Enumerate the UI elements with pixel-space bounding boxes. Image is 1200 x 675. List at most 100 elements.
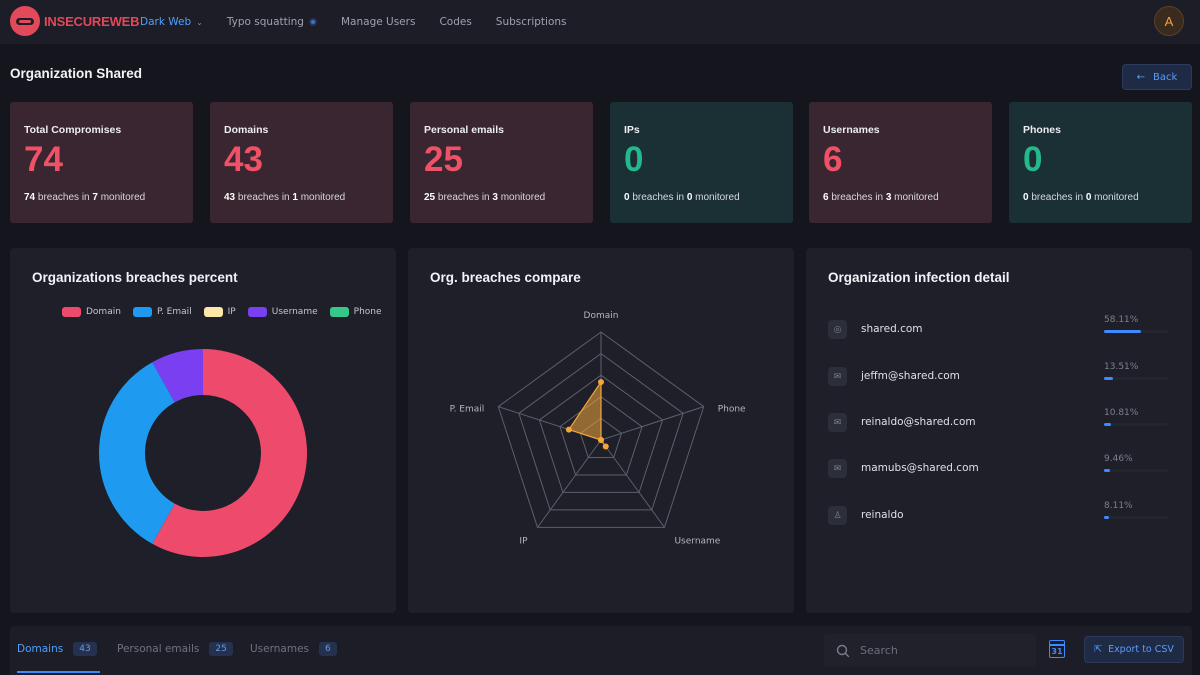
legend-item-email[interactable]: P. Email xyxy=(132,307,192,317)
stat-label: Phones xyxy=(1023,124,1061,136)
mail-icon: ✉ xyxy=(828,459,847,478)
stat-value: 6 xyxy=(823,140,843,179)
radar-point-ip[interactable] xyxy=(598,437,604,443)
brand-logo[interactable]: INSECUREWEB xyxy=(10,6,140,36)
back-button-label: Back xyxy=(1153,71,1178,83)
tab-domains[interactable]: Domains 43 xyxy=(17,642,100,673)
radar-grid-ring xyxy=(497,331,705,528)
legend-swatch xyxy=(132,307,152,317)
radar-axis xyxy=(600,439,665,528)
tab-label: Domains xyxy=(17,643,64,655)
legend-item-username[interactable]: Username xyxy=(247,307,318,317)
breaches-compare-panel: Org. breaches compare Domain Phone Usernam… xyxy=(408,248,794,613)
new-badge-icon xyxy=(308,18,317,26)
nav-manage-users[interactable]: Manage Users xyxy=(340,16,416,28)
nav-typo-squatting-label: Typo squatting xyxy=(226,16,304,28)
breaches-percent-panel: Organizations breaches percent Domain P.… xyxy=(10,248,396,613)
tab-label: Personal emails xyxy=(117,643,200,655)
stat-subtext: 43 breaches in 1 monitored xyxy=(224,192,346,203)
search-input[interactable] xyxy=(860,644,1030,657)
tab-count-badge: 6 xyxy=(319,642,337,656)
legend-label: IP xyxy=(227,307,236,317)
legend-item-domain[interactable]: Domain xyxy=(62,307,121,317)
stat-subtext: 74 breaches in 7 monitored xyxy=(24,192,146,203)
legend-label: P. Email xyxy=(156,307,192,317)
stat-value: 0 xyxy=(1023,140,1043,179)
infection-percent: 13.51% xyxy=(1104,362,1139,372)
infection-row[interactable]: ✉ jeffm@shared.com 13.51% xyxy=(828,362,1173,391)
infection-detail-panel: Organization infection detail ◎ shared.c… xyxy=(806,248,1192,613)
legend-swatch xyxy=(62,307,81,317)
infection-bar-fill xyxy=(1104,516,1110,519)
tab-count-badge: 43 xyxy=(73,642,97,656)
infection-row[interactable]: ♙ reinaldo 8.11% xyxy=(828,501,1173,530)
export-csv-button[interactable]: ⇱ Export to CSV xyxy=(1084,636,1184,663)
radar-axis xyxy=(600,406,704,441)
mail-icon: ✉ xyxy=(828,413,847,432)
user-avatar[interactable]: A xyxy=(1154,6,1184,36)
results-toolbar: Domains 43 Personal emails 25 Usernames … xyxy=(10,626,1192,675)
top-navbar: INSECUREWEB Dark Web ⌄ Typo squatting Ma… xyxy=(0,0,1200,44)
radar-axis-label: P. Email xyxy=(450,405,485,415)
calendar-icon[interactable]: 31 xyxy=(1049,640,1065,658)
nav-subscriptions[interactable]: Subscriptions xyxy=(495,16,567,28)
infection-bar-track xyxy=(1104,330,1168,333)
panel-title: Organizations breaches percent xyxy=(32,270,238,285)
stat-subtext: 6 breaches in 3 monitored xyxy=(823,192,939,203)
brand-name: INSECUREWEB xyxy=(44,13,140,29)
stat-label: Usernames xyxy=(823,124,880,136)
tab-usernames[interactable]: Usernames 6 xyxy=(250,642,337,656)
radar-chart: Domain Phone Username IP P. Email xyxy=(450,311,746,546)
stat-value: 74 xyxy=(24,140,63,179)
stat-value: 25 xyxy=(424,140,463,179)
stat-card-ips: IPs 0 0 breaches in 0 monitored xyxy=(610,102,793,223)
stat-label: Domains xyxy=(224,124,269,136)
stat-value: 0 xyxy=(624,140,644,179)
stat-subtext: 25 breaches in 3 monitored xyxy=(424,192,546,203)
radar-axis xyxy=(537,439,602,528)
infection-row[interactable]: ◎ shared.com 58.11% xyxy=(828,315,1173,344)
infection-bar-track xyxy=(1104,423,1168,426)
infection-percent: 8.11% xyxy=(1104,501,1133,511)
infection-bar-fill xyxy=(1104,377,1113,380)
page-title: Organization Shared xyxy=(10,66,143,81)
tab-count-badge: 25 xyxy=(209,642,233,656)
radar-point-domain[interactable] xyxy=(598,378,604,385)
infection-percent: 10.81% xyxy=(1104,408,1139,418)
infection-bar-fill xyxy=(1104,423,1111,426)
radar-point-username[interactable] xyxy=(602,443,609,450)
stat-label: Personal emails xyxy=(424,124,504,136)
stat-card-total-compromises: Total Compromises 74 74 breaches in 7 mo… xyxy=(10,102,193,223)
spy-icon xyxy=(10,6,40,36)
nav-typo-squatting[interactable]: Typo squatting xyxy=(227,16,317,28)
tab-personal-emails[interactable]: Personal emails 25 xyxy=(117,642,233,656)
infection-percent: 58.11% xyxy=(1104,315,1139,325)
nav-codes[interactable]: Codes xyxy=(439,16,472,28)
radar-axis-label: IP xyxy=(519,536,528,546)
globe-icon: ◎ xyxy=(828,320,847,339)
radar-axis-label: Username xyxy=(674,536,720,546)
stat-label: IPs xyxy=(624,124,640,136)
infection-bar-track xyxy=(1104,469,1168,472)
main-nav: Dark Web ⌄ Typo squatting Manage Users C… xyxy=(140,0,591,44)
infection-bar-track xyxy=(1104,516,1168,519)
stat-card-domains: Domains 43 43 breaches in 1 monitored xyxy=(210,102,393,223)
donut-slice-domain[interactable] xyxy=(152,349,307,557)
legend-label: Phone xyxy=(353,307,382,317)
back-button[interactable]: ← Back xyxy=(1122,64,1192,90)
legend-swatch xyxy=(329,307,349,317)
chart-legend: Domain P. Email IP Username Phone xyxy=(62,307,382,317)
infection-row[interactable]: ✉ reinaldo@shared.com 10.81% xyxy=(828,408,1173,437)
radar-point-pemail[interactable] xyxy=(565,426,572,433)
user-icon: ♙ xyxy=(828,506,847,525)
mail-icon: ✉ xyxy=(828,367,847,386)
stat-label: Total Compromises xyxy=(24,124,122,136)
infection-row[interactable]: ✉ mamubs@shared.com 9.46% xyxy=(828,454,1173,483)
donut-slice-username[interactable] xyxy=(152,349,203,403)
donut-slice-pemail[interactable] xyxy=(99,362,175,544)
nav-dark-web[interactable]: Dark Web ⌄ xyxy=(140,16,203,28)
legend-item-ip[interactable]: IP xyxy=(203,307,236,317)
panel-title: Org. breaches compare xyxy=(430,270,581,285)
legend-item-phone[interactable]: Phone xyxy=(329,307,382,317)
legend-label: Domain xyxy=(86,307,121,317)
